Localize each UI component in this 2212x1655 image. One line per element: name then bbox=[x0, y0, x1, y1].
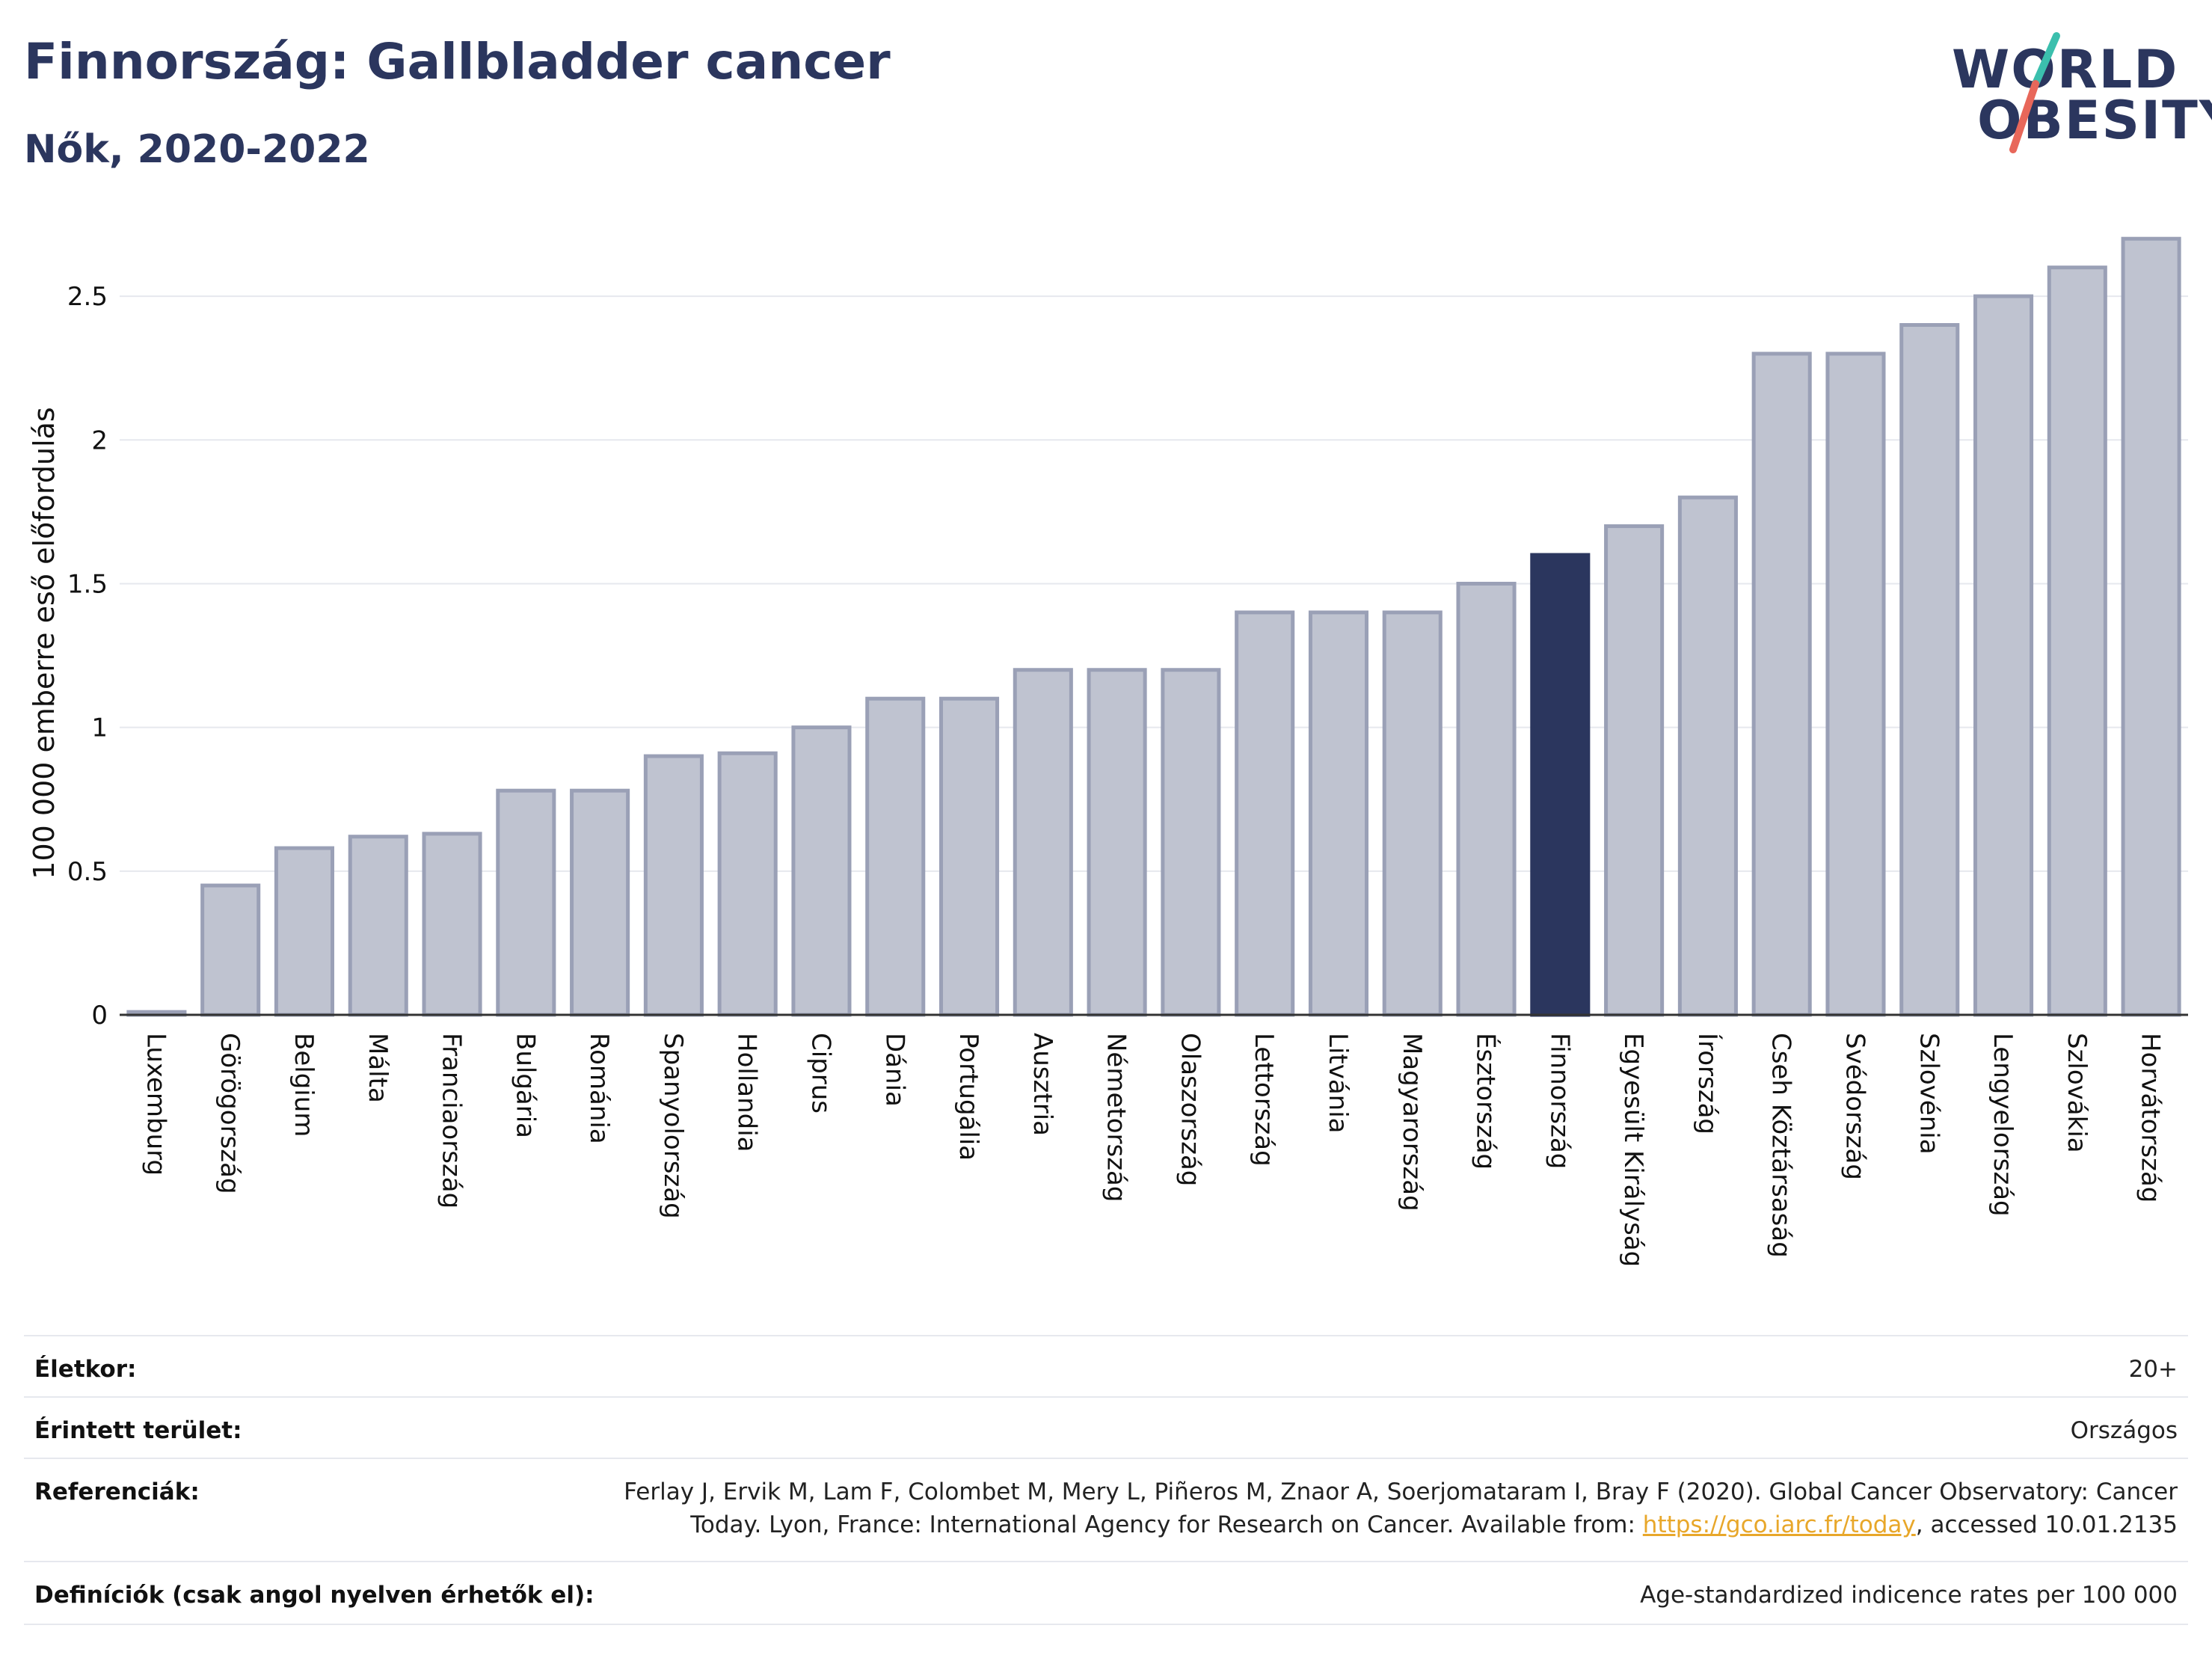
bar-egyesült-királyság bbox=[1604, 524, 1665, 1017]
bar-olaszország bbox=[1161, 668, 1221, 1017]
x-tick-label: Ausztria bbox=[1027, 1033, 1057, 1136]
bar-horvátország bbox=[2121, 236, 2181, 1017]
y-tick-label: 0.5 bbox=[67, 857, 108, 887]
bar-chart: 0 0.5 1 1.5 2 2.5 Luxemburg Görögország Belgium… bbox=[28, 236, 2188, 1267]
world-obesity-logo: WORLD OBESITY bbox=[1952, 30, 2212, 165]
info-row-references: Referenciák: Ferlay J, Ervik M, Lam F, C… bbox=[24, 1458, 2188, 1562]
age-value: 20+ bbox=[2128, 1356, 2178, 1383]
x-tick-label: Bulgária bbox=[510, 1033, 540, 1138]
bar-dánia bbox=[865, 696, 926, 1017]
x-tick-label: Egyesült Királyság bbox=[1618, 1033, 1648, 1267]
age-label: Életkor: bbox=[34, 1356, 137, 1383]
bar-svédország bbox=[1825, 351, 1886, 1017]
bar-írország bbox=[1677, 495, 1738, 1017]
y-tick-label: 2.5 bbox=[67, 282, 108, 312]
bar-franciaország bbox=[422, 832, 482, 1017]
bar-spanyolország bbox=[643, 754, 704, 1017]
y-tick-label: 2 bbox=[91, 426, 108, 455]
bar-magyarország bbox=[1382, 610, 1443, 1017]
bar-lettország bbox=[1235, 610, 1295, 1017]
references-line-2-suffix: , accessed 10.01.2135 bbox=[1915, 1511, 2178, 1538]
x-tick-label: Szlovénia bbox=[1914, 1033, 1944, 1155]
bar-görögország bbox=[200, 883, 261, 1017]
chart-bars bbox=[120, 236, 2188, 1017]
x-tick-label: Litvánia bbox=[1323, 1033, 1353, 1134]
x-tick-label: Magyarország bbox=[1397, 1033, 1427, 1212]
bar-hollandia bbox=[717, 751, 778, 1017]
x-tick-label: Franciaország bbox=[437, 1033, 467, 1209]
x-tick-label: Málta bbox=[363, 1033, 393, 1103]
area-label: Érintett terület: bbox=[34, 1417, 242, 1444]
y-tick-label: 1.5 bbox=[67, 569, 108, 599]
x-tick-label: Írország bbox=[1692, 1033, 1723, 1134]
references-line-2-text: Today. Lyon, France: International Agenc… bbox=[690, 1511, 1643, 1538]
x-tick-label: Portugália bbox=[953, 1033, 983, 1161]
x-tick-label: Horvátország bbox=[2136, 1033, 2166, 1203]
bar-portugália bbox=[938, 696, 1000, 1017]
x-tick-label: Olaszország bbox=[1175, 1033, 1205, 1186]
references-line-2: Today. Lyon, France: International Agenc… bbox=[577, 1508, 2178, 1541]
logo-slash-icon bbox=[2009, 32, 2060, 153]
definitions-value: Age-standardized indicence rates per 100… bbox=[1640, 1582, 2178, 1609]
bar-szlovénia bbox=[1899, 323, 1960, 1017]
bar-finnország bbox=[1530, 553, 1591, 1017]
bar-belgium bbox=[274, 846, 335, 1017]
bar-litvánia bbox=[1308, 610, 1369, 1017]
x-axis-labels: Luxemburg Görögország Belgium Málta Franciao… bbox=[141, 1033, 2165, 1267]
references-label: Referenciák: bbox=[34, 1479, 200, 1505]
x-tick-label: Cseh Köztársaság bbox=[1766, 1033, 1796, 1258]
x-tick-label: Lengyelország bbox=[1988, 1033, 2018, 1217]
x-tick-label: Ciprus bbox=[805, 1033, 835, 1114]
page-subtitle: Nők, 2020-2022 bbox=[24, 127, 370, 172]
x-tick-label: Románia bbox=[584, 1033, 614, 1144]
x-tick-label: Svédország bbox=[1840, 1033, 1870, 1180]
x-tick-label: Lettország bbox=[1249, 1033, 1279, 1167]
bar-lengyelország bbox=[1973, 294, 2034, 1017]
bar-németország bbox=[1087, 668, 1147, 1017]
area-value: Országos bbox=[2070, 1417, 2178, 1444]
bar-románia bbox=[570, 788, 630, 1017]
info-row-age: Életkor: 20+ bbox=[24, 1335, 2188, 1398]
bar-cseh-köztársaság bbox=[1751, 351, 1812, 1017]
references-value: Ferlay J, Ervik M, Lam F, Colombet M, Me… bbox=[577, 1476, 2178, 1541]
x-tick-label: Finnország bbox=[1544, 1033, 1574, 1169]
y-tick-label: 0 bbox=[91, 1001, 108, 1031]
x-tick-label: Németország bbox=[1102, 1033, 1131, 1202]
bar-bulgária bbox=[496, 788, 556, 1017]
y-axis-ticks: 0 0.5 1 1.5 2 2.5 bbox=[67, 282, 108, 1031]
x-tick-label: Szlovákia bbox=[2062, 1033, 2092, 1153]
bar-szlovákia bbox=[2047, 265, 2107, 1017]
info-row-area: Érintett terület: Országos bbox=[24, 1396, 2188, 1459]
logo-line-1: WORLD bbox=[1952, 39, 2179, 100]
x-tick-label: Hollandia bbox=[732, 1033, 762, 1152]
x-tick-label: Görögország bbox=[215, 1033, 245, 1194]
bar-ciprus bbox=[791, 725, 852, 1017]
x-tick-label: Észtország bbox=[1471, 1033, 1502, 1170]
y-axis-label: 100 000 emberre eső előfordulás bbox=[28, 407, 61, 879]
x-tick-label: Dánia bbox=[879, 1033, 909, 1107]
x-tick-label: Belgium bbox=[289, 1033, 319, 1137]
info-row-definitions: Definíciók (csak angol nyelven érhetők e… bbox=[24, 1561, 2188, 1625]
bar-észtország bbox=[1456, 581, 1517, 1017]
x-tick-label: Spanyolország bbox=[658, 1033, 688, 1219]
references-line-1: Ferlay J, Ervik M, Lam F, Colombet M, Me… bbox=[624, 1479, 2178, 1505]
definitions-label: Definíciók (csak angol nyelven érhetők e… bbox=[34, 1582, 595, 1609]
x-tick-label: Luxemburg bbox=[141, 1033, 170, 1176]
y-tick-label: 1 bbox=[91, 713, 108, 743]
bar-málta bbox=[348, 835, 408, 1017]
references-link[interactable]: https://gco.iarc.fr/today bbox=[1642, 1511, 1916, 1538]
page-title: Finnország: Gallbladder cancer bbox=[24, 33, 891, 90]
bar-ausztria bbox=[1013, 668, 1073, 1017]
